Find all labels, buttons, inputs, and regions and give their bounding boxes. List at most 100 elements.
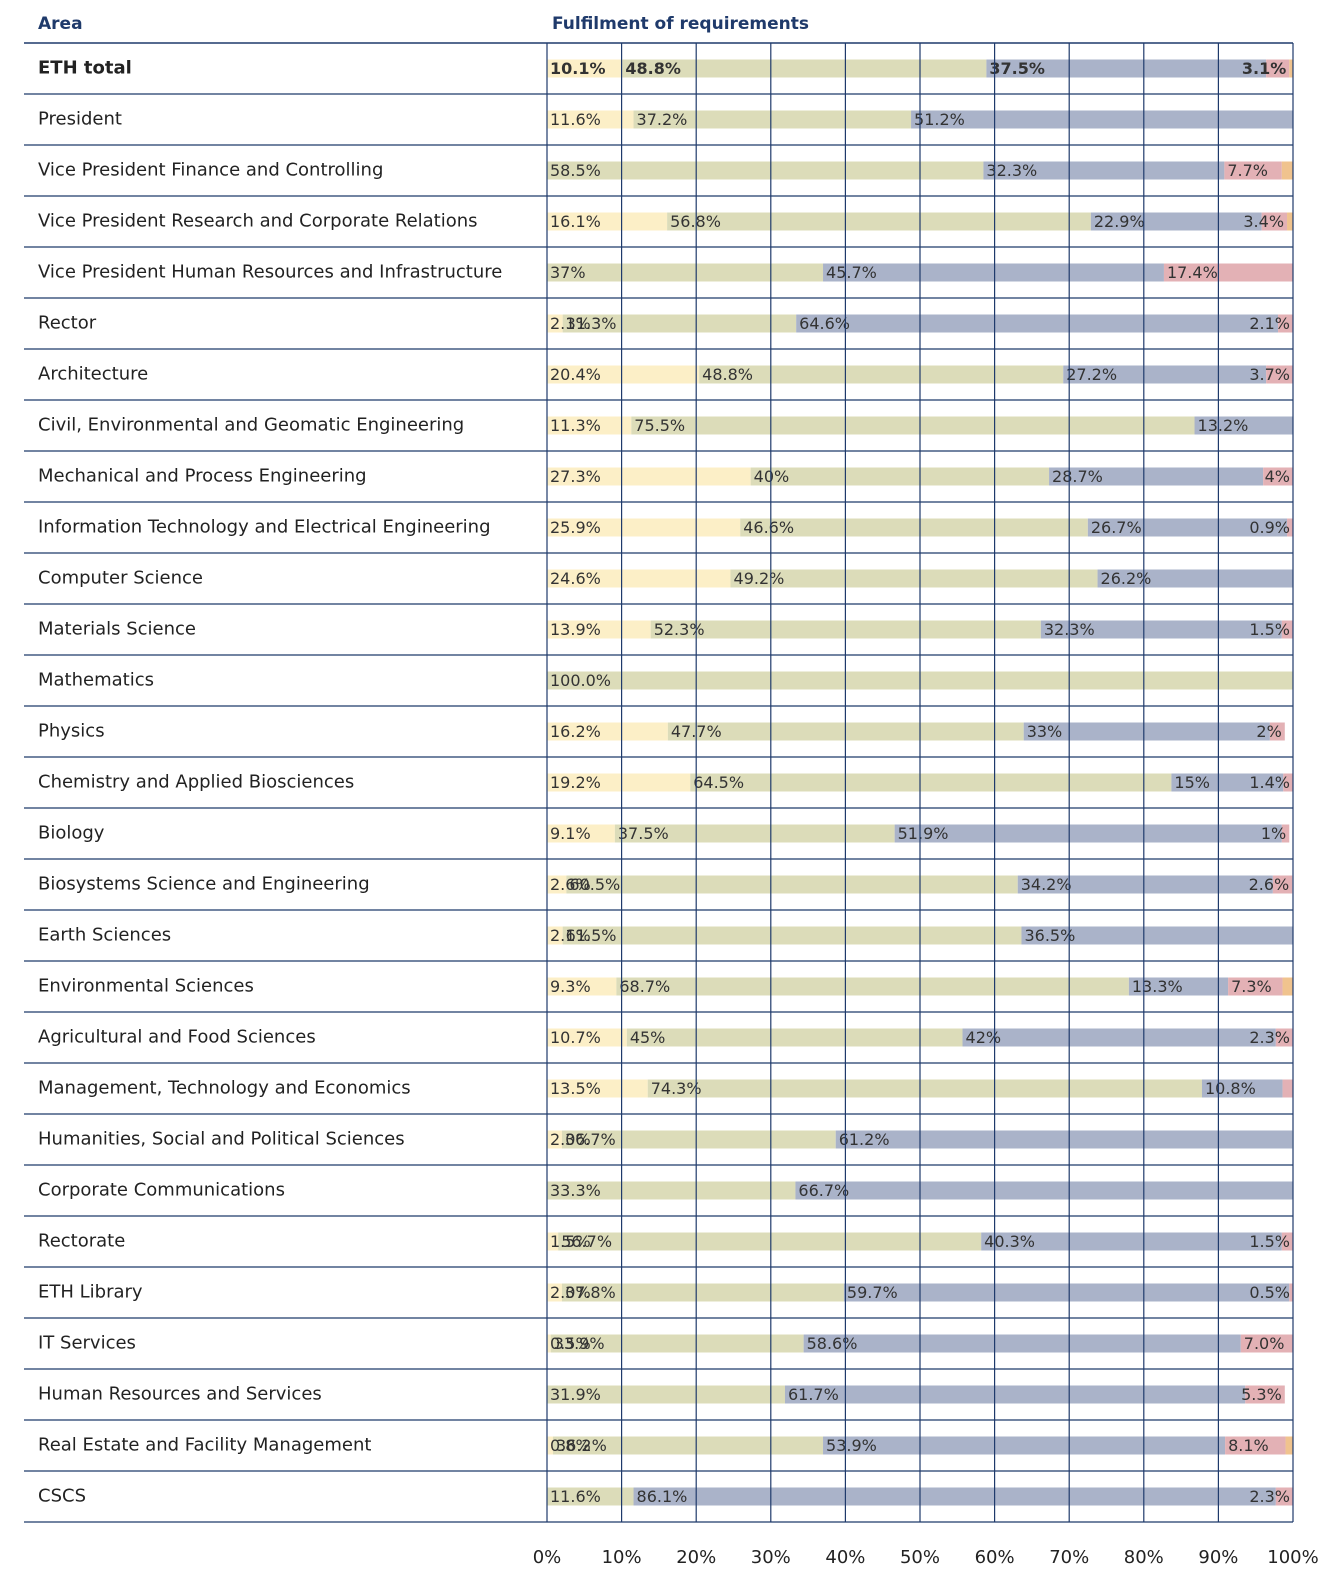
bar-segment xyxy=(1225,1436,1286,1455)
value-label: 28.7% xyxy=(1052,467,1103,486)
value-label: 33.9% xyxy=(554,1334,605,1353)
x-tick-label: 20% xyxy=(676,1547,716,1568)
bar-segment xyxy=(547,518,741,537)
value-label: 45.7% xyxy=(826,263,877,282)
value-label: 9.1% xyxy=(550,824,591,843)
value-label: 37.5% xyxy=(989,59,1045,78)
value-label: 33.3% xyxy=(550,1181,601,1200)
value-label: 37% xyxy=(550,263,586,282)
value-label: 11.6% xyxy=(550,110,601,129)
bar-segment xyxy=(803,1334,1241,1353)
bar-segment xyxy=(547,1487,634,1506)
value-label: 2.3% xyxy=(1249,1487,1290,1506)
category-label: Mathematics xyxy=(38,670,154,691)
value-label: 2% xyxy=(1256,722,1281,741)
value-label: 49.2% xyxy=(734,569,785,588)
x-tick-label: 0% xyxy=(533,1547,562,1568)
bar-segment xyxy=(547,1385,785,1404)
bar-segment xyxy=(547,263,824,282)
value-label: 2.1% xyxy=(550,926,591,945)
value-label: 74.3% xyxy=(651,1079,702,1098)
value-label: 10.7% xyxy=(550,1028,601,1047)
x-tick-label: 80% xyxy=(1124,1547,1164,1568)
value-label: 4% xyxy=(1265,467,1290,486)
bar-segment xyxy=(547,110,634,129)
category-label: Civil, Environmental and Geomatic Engine… xyxy=(38,415,464,436)
value-label: 15% xyxy=(1174,773,1210,792)
x-tick-label: 90% xyxy=(1198,1547,1238,1568)
bar-segment xyxy=(750,467,1050,486)
bar-segment xyxy=(1285,1436,1293,1455)
value-label: 0.9% xyxy=(1249,518,1290,537)
bar-segment xyxy=(690,773,1172,792)
bar-segment xyxy=(823,263,1164,282)
bar-segment xyxy=(1287,212,1293,231)
value-label: 37.5% xyxy=(618,824,669,843)
bar-segment xyxy=(1282,977,1293,996)
value-label: 31.3% xyxy=(566,314,617,333)
bar-segment xyxy=(699,365,1064,384)
bar-segment xyxy=(547,824,615,843)
bar-segment xyxy=(1282,1079,1293,1098)
bar-segment xyxy=(986,59,1267,78)
x-tick-label: 100% xyxy=(1267,1547,1318,1568)
bar-segment xyxy=(547,212,668,231)
category-label: Computer Science xyxy=(38,568,203,589)
value-label: 51.9% xyxy=(898,824,949,843)
value-label: 1.5% xyxy=(1249,620,1290,639)
value-label: 59.7% xyxy=(847,1283,898,1302)
x-tick-label: 10% xyxy=(602,1547,642,1568)
value-label: 2.6% xyxy=(1249,875,1290,894)
value-label: 26.7% xyxy=(1091,518,1142,537)
value-label: 2.0% xyxy=(550,1130,591,1149)
bar-segment xyxy=(547,416,632,435)
value-label: 2.0% xyxy=(550,1283,591,1302)
bar-segment xyxy=(547,1334,551,1353)
value-label: 36.2% xyxy=(556,1436,607,1455)
category-label: IT Services xyxy=(38,1333,136,1354)
value-label: 68.7% xyxy=(619,977,670,996)
category-label: Vice President Finance and Controlling xyxy=(38,160,383,181)
value-label: 16.2% xyxy=(550,722,601,741)
bar-segment xyxy=(614,824,895,843)
bar-segment xyxy=(740,518,1088,537)
bar-segment xyxy=(547,365,700,384)
bar-segment xyxy=(983,161,1225,180)
bar-segment xyxy=(835,1130,1293,1149)
bar-segment xyxy=(622,59,987,78)
bar-segment xyxy=(843,1283,1290,1302)
bar-segment xyxy=(1272,875,1293,894)
bar-segment xyxy=(547,977,617,996)
value-label: 0.5% xyxy=(1249,1283,1290,1302)
value-label: 24.6% xyxy=(550,569,601,588)
bar-segment xyxy=(547,722,668,741)
value-label: 8.1% xyxy=(1228,1436,1269,1455)
category-label: Humanities, Social and Political Science… xyxy=(38,1129,405,1150)
bar-segment xyxy=(550,1334,804,1353)
value-label: 1.5% xyxy=(550,1232,591,1251)
category-label: Information Technology and Electrical En… xyxy=(38,517,491,538)
category-label: Rectorate xyxy=(38,1231,125,1252)
x-tick-label: 70% xyxy=(1049,1547,1089,1568)
bar-segment xyxy=(1245,1385,1285,1404)
bar-segment xyxy=(1201,1079,1283,1098)
value-label: 61.2% xyxy=(839,1130,890,1149)
value-label: 7.7% xyxy=(1227,161,1268,180)
bar-segment xyxy=(1283,773,1293,792)
bar-segment xyxy=(1063,365,1267,384)
bar-segment xyxy=(547,1436,553,1455)
bar-segment xyxy=(1289,59,1293,78)
bar-segment xyxy=(566,875,1018,894)
value-label: 56.8% xyxy=(670,212,721,231)
value-label: 11.3% xyxy=(550,416,601,435)
value-label: 64.5% xyxy=(693,773,744,792)
value-label: 36.5% xyxy=(1024,926,1075,945)
bar-segment xyxy=(1224,161,1282,180)
value-label: 61.5% xyxy=(566,926,617,945)
value-label: 37.8% xyxy=(565,1283,616,1302)
bar-segment xyxy=(1021,926,1293,945)
value-label: 26.2% xyxy=(1101,569,1152,588)
value-label: 100.0% xyxy=(550,671,611,690)
bar-segment xyxy=(1040,620,1282,639)
value-label: 32.3% xyxy=(986,161,1037,180)
